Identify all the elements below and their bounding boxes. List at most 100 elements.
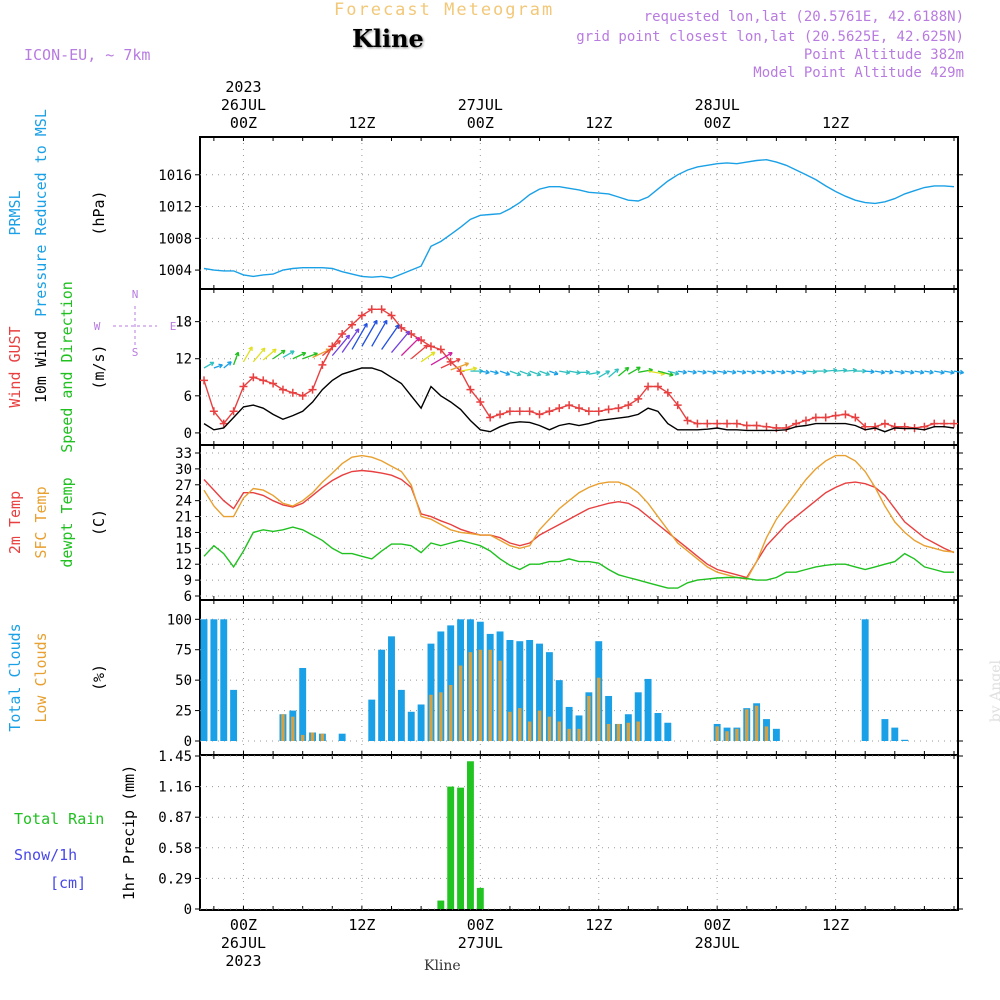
wind-arrow bbox=[341, 328, 360, 353]
wind-arrow-head bbox=[791, 369, 796, 375]
wind-arrow bbox=[756, 370, 766, 374]
gust-marker bbox=[476, 398, 485, 406]
wind-arrow-head bbox=[741, 369, 747, 375]
wind-arrow bbox=[203, 361, 215, 369]
low-cloud-bar bbox=[557, 721, 561, 741]
wind-arrow-head bbox=[260, 347, 266, 353]
gust-marker bbox=[426, 342, 435, 351]
total-cloud-bar bbox=[388, 636, 395, 741]
wind-arrow bbox=[213, 364, 223, 369]
wind-arrow bbox=[805, 370, 817, 373]
wind-arrow-head bbox=[218, 363, 223, 369]
gust-marker bbox=[249, 373, 258, 382]
bottom-axis-tick-label: 12Z bbox=[348, 916, 375, 934]
total-cloud-bar bbox=[210, 619, 218, 741]
wind-arrow-head bbox=[614, 368, 620, 373]
precip-side-label: [cm] bbox=[50, 874, 86, 892]
wind-arrow-head bbox=[290, 350, 295, 355]
gust-marker bbox=[525, 407, 534, 416]
y-tick-label: 0 bbox=[184, 902, 192, 918]
gust-marker bbox=[229, 407, 238, 416]
panel-frame bbox=[199, 288, 959, 446]
rain-bar bbox=[447, 786, 455, 909]
y-tick-label: 1008 bbox=[158, 231, 192, 247]
wind-arrow-head bbox=[636, 366, 641, 372]
gust-marker bbox=[871, 422, 880, 431]
wind-arrow bbox=[519, 370, 532, 376]
total-cloud-bar bbox=[437, 631, 445, 741]
gust-marker bbox=[880, 419, 889, 428]
top-axis-tick-label: 00Z bbox=[467, 114, 494, 132]
gust-marker bbox=[732, 419, 741, 428]
gust-marker bbox=[821, 413, 830, 422]
top-axis-tick-label: 12Z bbox=[822, 114, 849, 132]
low-cloud-bar bbox=[577, 728, 581, 741]
total-cloud-bar bbox=[536, 643, 543, 741]
wind-arrow-head bbox=[383, 319, 388, 325]
y-tick-label: 0 bbox=[184, 734, 192, 750]
wind-arrow-head bbox=[505, 371, 511, 376]
y-tick-label: 30 bbox=[175, 462, 192, 478]
gust-marker bbox=[900, 422, 909, 431]
low-cloud-bar bbox=[508, 711, 512, 741]
wind-arrow bbox=[262, 348, 277, 361]
gust-marker bbox=[357, 311, 366, 320]
wind-arrow-head bbox=[234, 351, 240, 357]
gust-marker bbox=[703, 419, 712, 428]
point-altitude: Point Altitude 382m bbox=[803, 47, 964, 63]
bottom-axis-date-label: 28JUL bbox=[695, 934, 740, 952]
gust-marker bbox=[683, 416, 692, 425]
top-axis-tick-label: 00Z bbox=[230, 114, 257, 132]
total-cloud-bar bbox=[555, 680, 563, 741]
wind-arrow bbox=[874, 370, 885, 374]
low-cloud-bar bbox=[478, 649, 483, 741]
wind-arrow bbox=[499, 370, 510, 376]
wind-arrow-head bbox=[464, 362, 470, 367]
gust-marker bbox=[377, 305, 386, 314]
gust-marker bbox=[663, 388, 672, 397]
wind-arrow bbox=[776, 370, 786, 374]
precip-side-label: Total Rain bbox=[14, 810, 104, 828]
gust-marker bbox=[466, 385, 475, 394]
low-cloud-bar bbox=[745, 709, 749, 741]
wind-arrow bbox=[904, 370, 915, 374]
gust-marker bbox=[219, 419, 228, 428]
wind-arrow bbox=[726, 370, 737, 374]
gust-marker bbox=[496, 410, 505, 419]
wind-arrow bbox=[707, 370, 717, 374]
axis-title: Total Clouds bbox=[6, 623, 24, 731]
y-tick-label: 33 bbox=[175, 446, 192, 462]
wind-arrow-head bbox=[624, 366, 630, 372]
axis-title: (hPa) bbox=[90, 190, 108, 235]
wind-arrow bbox=[924, 370, 934, 374]
wind-arrow-head bbox=[472, 366, 478, 372]
wind-arrow bbox=[400, 337, 420, 357]
low-cloud-bar bbox=[597, 677, 601, 741]
wind-arrow-head bbox=[526, 371, 532, 377]
gust-marker bbox=[742, 421, 751, 430]
wind-arrow bbox=[440, 358, 461, 369]
gust-marker bbox=[387, 311, 396, 320]
y-tick-label: 12 bbox=[175, 352, 192, 368]
wind-arrow-head bbox=[280, 349, 286, 355]
wind-arrow bbox=[845, 369, 857, 372]
wind-arrow bbox=[371, 320, 388, 347]
gust-marker bbox=[634, 394, 643, 403]
wind-arrow-head bbox=[209, 361, 215, 367]
gust-marker bbox=[545, 407, 554, 416]
wind-arrow bbox=[746, 370, 756, 374]
panel-clouds: 0 25 50 75 100 Total Clouds Low Clouds (%) bbox=[6, 599, 963, 756]
wind-arrow bbox=[608, 368, 619, 378]
panel-precip: 0 0.29 0.58 0.87 1.16 1.45 1hr Precip (mm) Tota… bbox=[14, 749, 963, 918]
top-axis-date-label: 27JUL bbox=[458, 96, 503, 114]
wind-arrow-head bbox=[731, 369, 737, 375]
wind-arrow bbox=[717, 370, 727, 374]
low-cloud-bar bbox=[626, 722, 631, 741]
wind-arrow bbox=[242, 346, 253, 363]
total-cloud-bar bbox=[299, 667, 307, 741]
wind-arrow bbox=[736, 370, 746, 374]
total-cloud-bar bbox=[427, 643, 435, 741]
gust-marker bbox=[348, 320, 357, 329]
wind-arrow-head bbox=[485, 369, 490, 375]
